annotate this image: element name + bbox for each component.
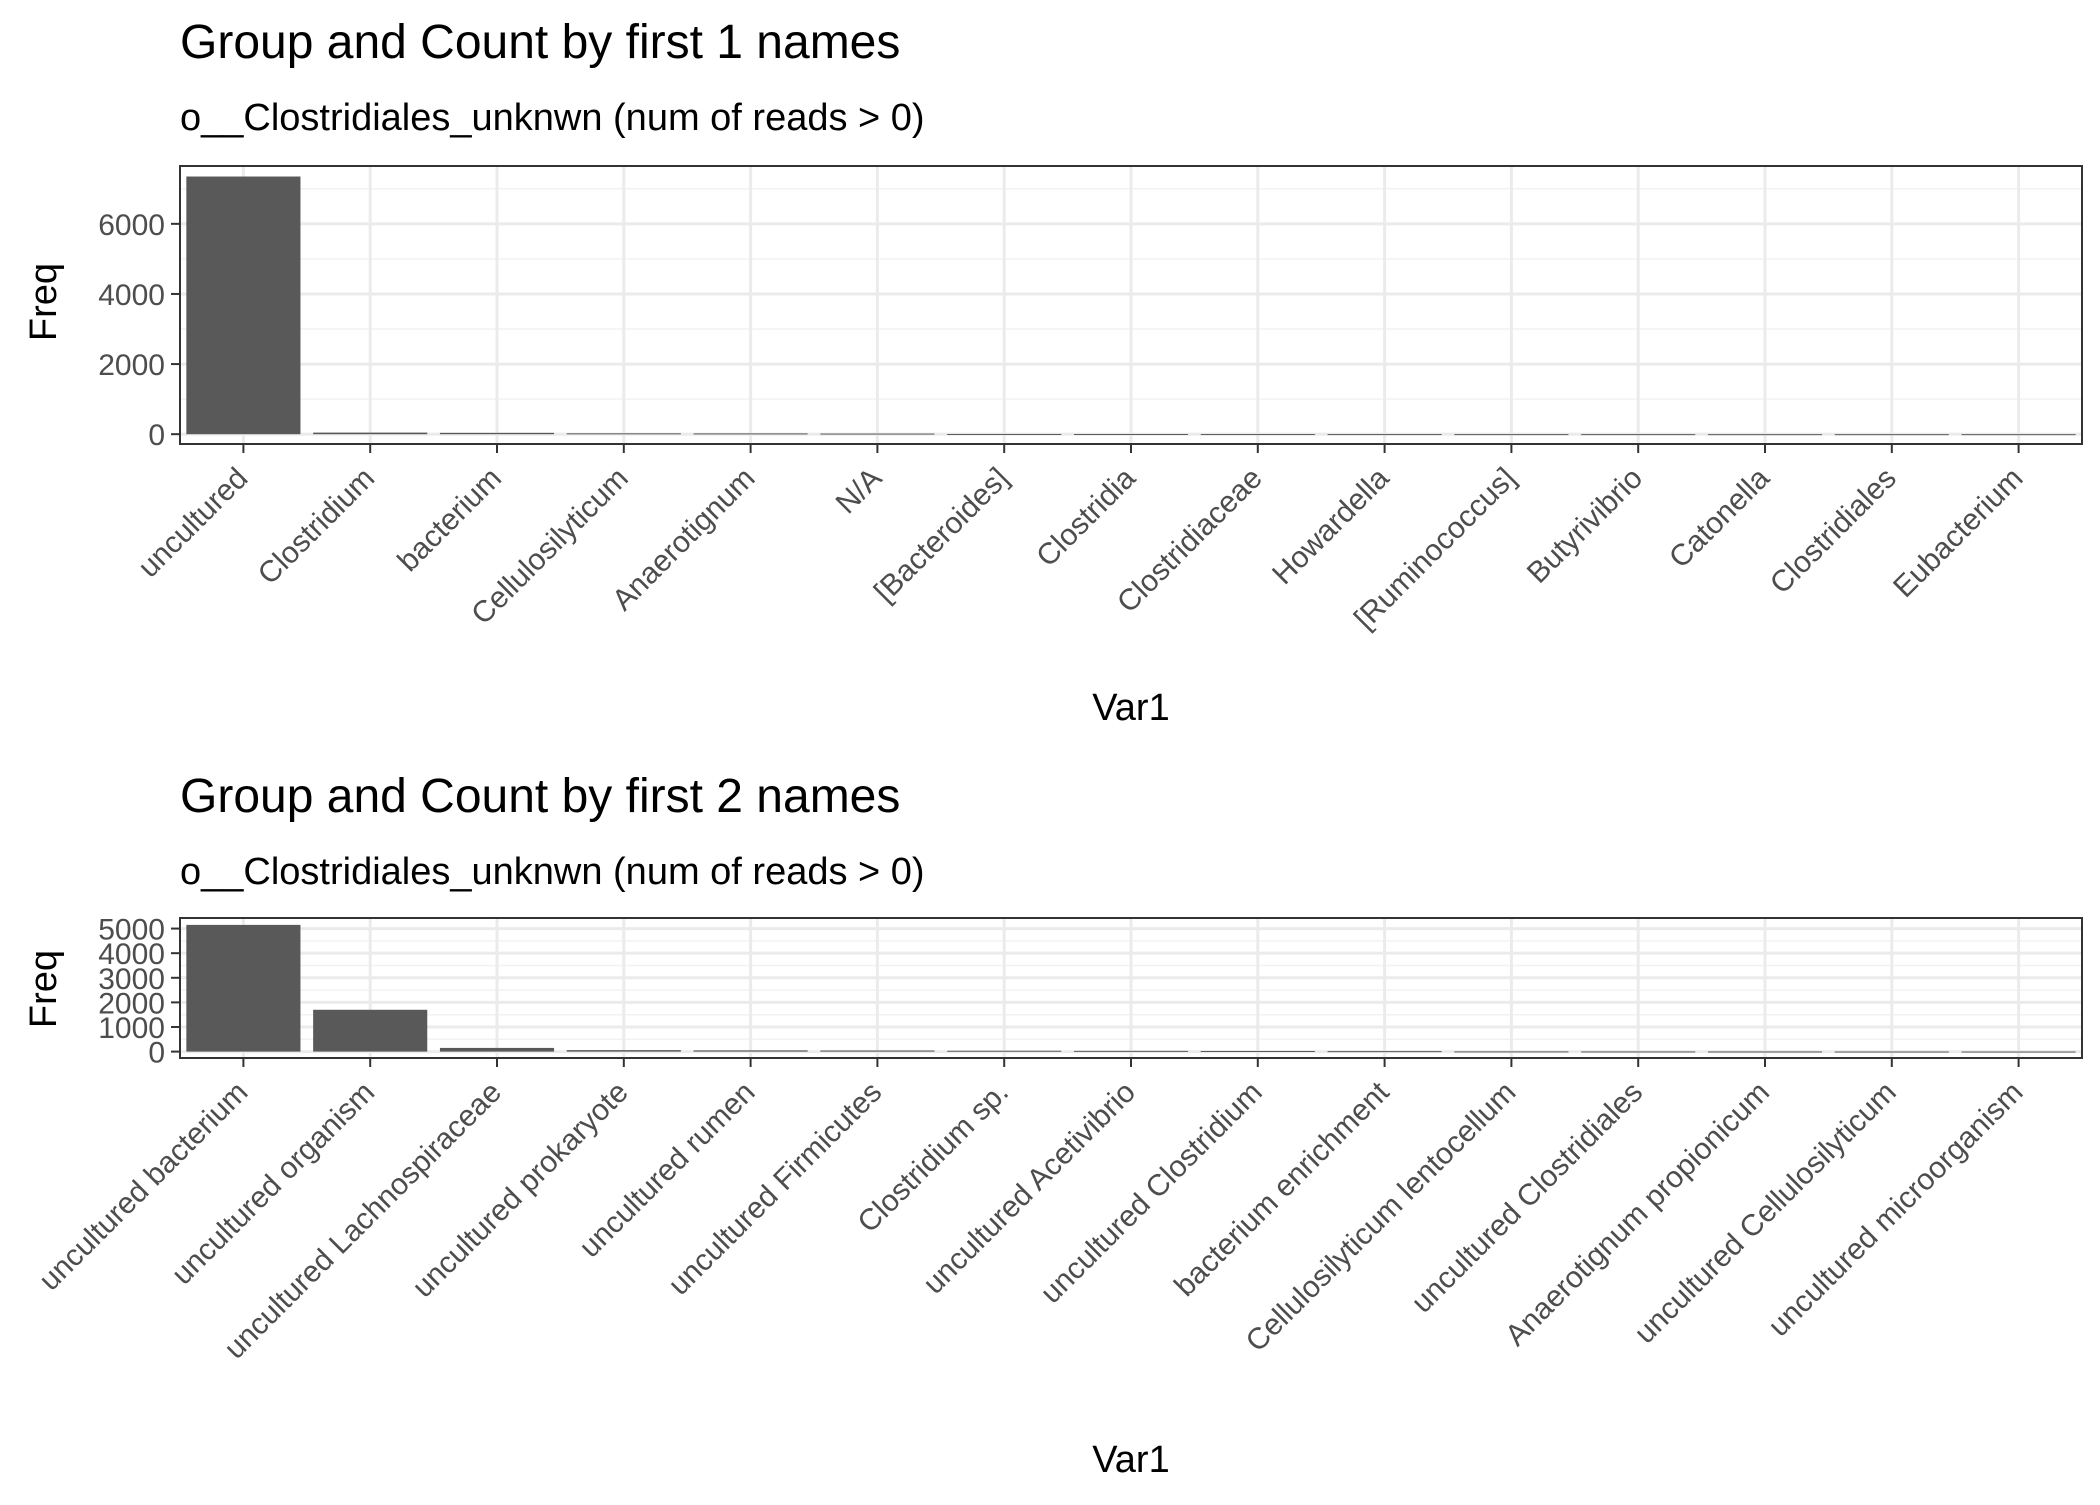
panel-1-bar (1327, 434, 1442, 436)
panel-2-x-axis-label: Var1 (1092, 1439, 1169, 1481)
panel-2-bar (1454, 1051, 1569, 1053)
panel-2-bar (439, 1047, 555, 1052)
panel-2-title: Group and Count by first 2 names (180, 770, 900, 823)
panel-2-bar (1327, 1051, 1442, 1053)
panel-2-y-tick-label: 2000 (98, 987, 165, 1020)
panel-1-y-axis-label: Freq (23, 263, 65, 341)
panel-1-subtitle: o__Clostridiales_unknwn (num of reads > … (180, 97, 925, 139)
panel-2-y-tick-label: 4000 (98, 938, 165, 971)
panel-2-bar (1961, 1051, 2076, 1053)
panel-2-bar (313, 1009, 428, 1052)
panel-1-title: Group and Count by first 1 names (180, 16, 900, 69)
panel-2-bar (566, 1050, 681, 1052)
panel-1-bar (1454, 434, 1569, 436)
panel-2-y-tick-label: 3000 (98, 963, 165, 996)
panel-1-y-tick-label: 2000 (98, 349, 165, 382)
panel-2-bar (1200, 1050, 1315, 1052)
panel-1-y-tick-label: 6000 (98, 209, 165, 242)
panel-2-bar (947, 1050, 1062, 1052)
panel-1-bar (1073, 434, 1189, 436)
panel-2-y-tick-label: 0 (148, 1037, 165, 1070)
panel-2-y-axis-label: Freq (23, 950, 65, 1028)
panel-1-x-axis-label: Var1 (1092, 687, 1169, 729)
panel-1-bar (1961, 434, 2076, 436)
panel-2-bar (693, 1050, 808, 1052)
panel-1-bar (186, 176, 301, 435)
panel-2-bar (186, 924, 301, 1052)
panel-1-bar (1581, 434, 1696, 436)
panel-2-subtitle: o__Clostridiales_unknwn (num of reads > … (180, 851, 925, 893)
panel-2-y-tick-label: 1000 (98, 1012, 165, 1045)
panel-1-bar (1707, 434, 1823, 436)
panel-1-bar (439, 432, 555, 435)
panel-1-y-tick-label: 4000 (98, 279, 165, 312)
panel-2-bar (1707, 1051, 1823, 1053)
panel-2-y-tick-label: 5000 (98, 914, 165, 947)
panel-2-bar (1581, 1051, 1696, 1053)
panel-1-bar (313, 432, 428, 435)
panel-2-bar (1073, 1050, 1189, 1052)
panel-1-bar (1200, 434, 1315, 436)
panel-1-bar (820, 433, 935, 435)
panel-2-bar (820, 1050, 935, 1052)
panel-1-y-tick-label: 0 (148, 419, 165, 452)
panel-1-bar (1834, 434, 1949, 436)
panel-1-bar (693, 433, 808, 435)
panel-2-bar (1834, 1051, 1949, 1053)
panel-1-bar (566, 433, 681, 435)
panel-1-bar (947, 433, 1062, 435)
